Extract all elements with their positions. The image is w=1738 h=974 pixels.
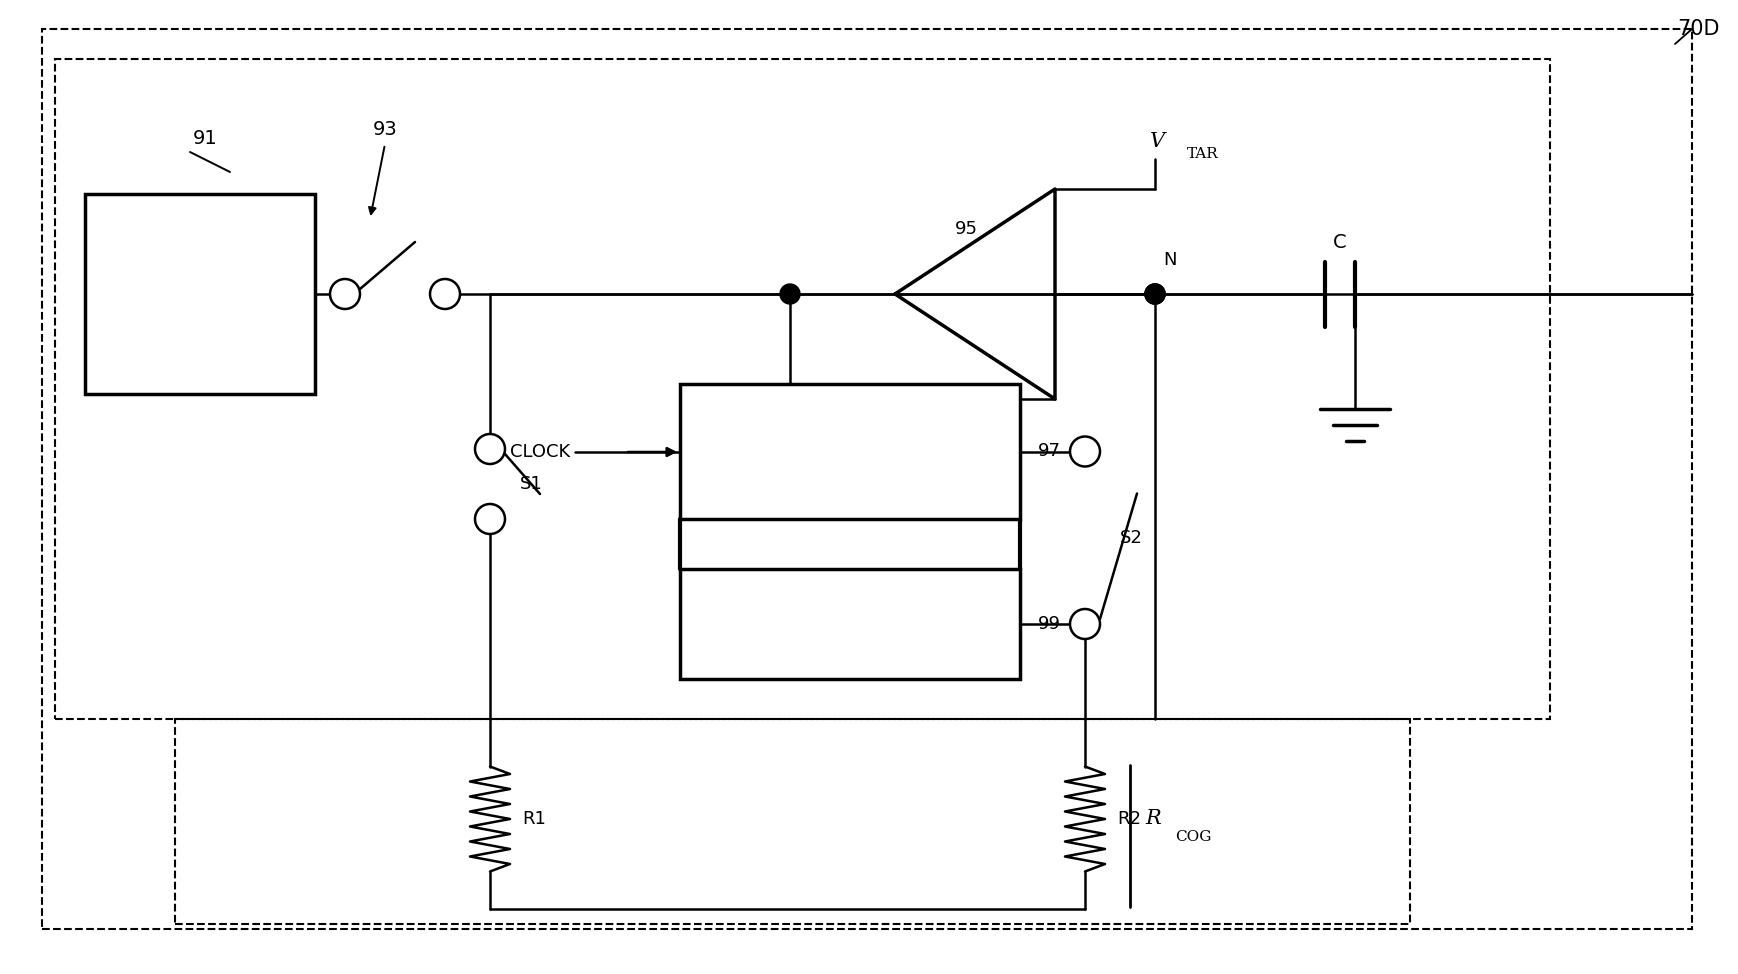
- Text: R: R: [1145, 809, 1161, 829]
- Text: 93: 93: [372, 120, 398, 138]
- Circle shape: [1071, 436, 1100, 467]
- Bar: [680, 384, 1020, 519]
- Circle shape: [474, 434, 506, 464]
- Bar: [85, 194, 315, 394]
- Text: R2: R2: [1118, 810, 1142, 828]
- Text: S: S: [756, 396, 768, 414]
- Bar: [680, 569, 1020, 679]
- Text: 70D: 70D: [1677, 19, 1721, 39]
- Circle shape: [780, 284, 799, 304]
- Text: N: N: [1163, 251, 1177, 269]
- Circle shape: [474, 504, 506, 534]
- Text: 91: 91: [193, 130, 217, 148]
- Text: S2: S2: [1119, 529, 1144, 546]
- Text: 95: 95: [954, 220, 978, 238]
- Text: 99: 99: [1038, 615, 1060, 633]
- Circle shape: [1145, 284, 1164, 304]
- Text: S1: S1: [520, 475, 542, 493]
- Text: COUNTER: COUNTER: [803, 442, 899, 461]
- Circle shape: [1145, 284, 1164, 304]
- Text: COG: COG: [1175, 830, 1211, 844]
- Circle shape: [1071, 609, 1100, 639]
- Text: C: C: [1333, 233, 1347, 252]
- Text: POWER: POWER: [163, 259, 236, 279]
- Text: R1: R1: [521, 810, 546, 828]
- Polygon shape: [895, 189, 1055, 399]
- Bar: [56, 59, 1550, 719]
- Circle shape: [1145, 284, 1164, 304]
- Text: 97: 97: [1038, 442, 1060, 461]
- Text: SOURCE: SOURCE: [160, 310, 240, 328]
- Text: TAR: TAR: [1187, 147, 1218, 161]
- Text: V: V: [1151, 132, 1164, 151]
- Bar: [176, 719, 1410, 924]
- Circle shape: [330, 279, 360, 309]
- Text: CLOCK: CLOCK: [509, 443, 570, 461]
- Text: REGISTER: REGISTER: [801, 615, 899, 633]
- Circle shape: [429, 279, 461, 309]
